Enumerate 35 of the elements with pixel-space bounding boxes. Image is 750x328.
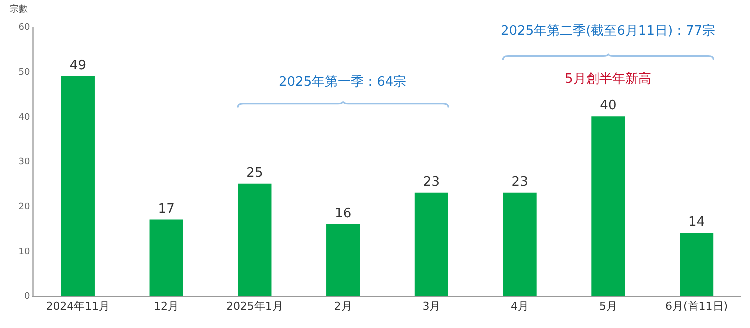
data-label: 23 xyxy=(512,174,528,190)
bar xyxy=(503,192,537,296)
bar xyxy=(61,76,95,296)
data-label: 23 xyxy=(423,174,440,190)
data-label: 16 xyxy=(335,206,352,222)
y-tick-label: 0 xyxy=(24,292,30,302)
x-tick-label: 4月 xyxy=(511,300,530,314)
annotation: 5月創半年新高 xyxy=(565,71,652,87)
y-tick-label: 40 xyxy=(18,112,30,123)
bar xyxy=(414,192,448,296)
data-label: 40 xyxy=(600,98,617,114)
data-label: 49 xyxy=(70,58,86,74)
y-tick-label: 50 xyxy=(18,68,30,78)
y-axis-title: 宗數 xyxy=(10,4,28,15)
bar xyxy=(592,116,626,296)
annotation: 2025年第二季(截至6月11日)：77宗 xyxy=(501,23,716,39)
y-tick-label: 30 xyxy=(18,158,30,168)
data-label: 17 xyxy=(158,202,175,217)
x-tick-label: 12月 xyxy=(154,300,180,314)
y-tick-label: 60 xyxy=(18,23,30,34)
bar xyxy=(326,224,360,296)
x-tick-label: 2025年1月 xyxy=(226,300,284,314)
data-label: 25 xyxy=(246,166,264,181)
y-tick-label: 20 xyxy=(18,202,30,212)
data-label: 14 xyxy=(688,215,706,230)
x-tick-label: 3月 xyxy=(422,300,441,314)
bar xyxy=(238,184,272,296)
y-tick-label: 10 xyxy=(18,247,30,258)
x-tick-label: 6月(首11日) xyxy=(666,300,728,314)
x-tick-label: 2月 xyxy=(334,300,352,314)
bar xyxy=(680,233,714,296)
bar xyxy=(150,220,184,296)
annotation: 2025年第一季：64宗 xyxy=(279,74,407,90)
x-tick-label: 5月 xyxy=(599,300,618,314)
x-tick-label: 2024年11月 xyxy=(46,300,110,314)
